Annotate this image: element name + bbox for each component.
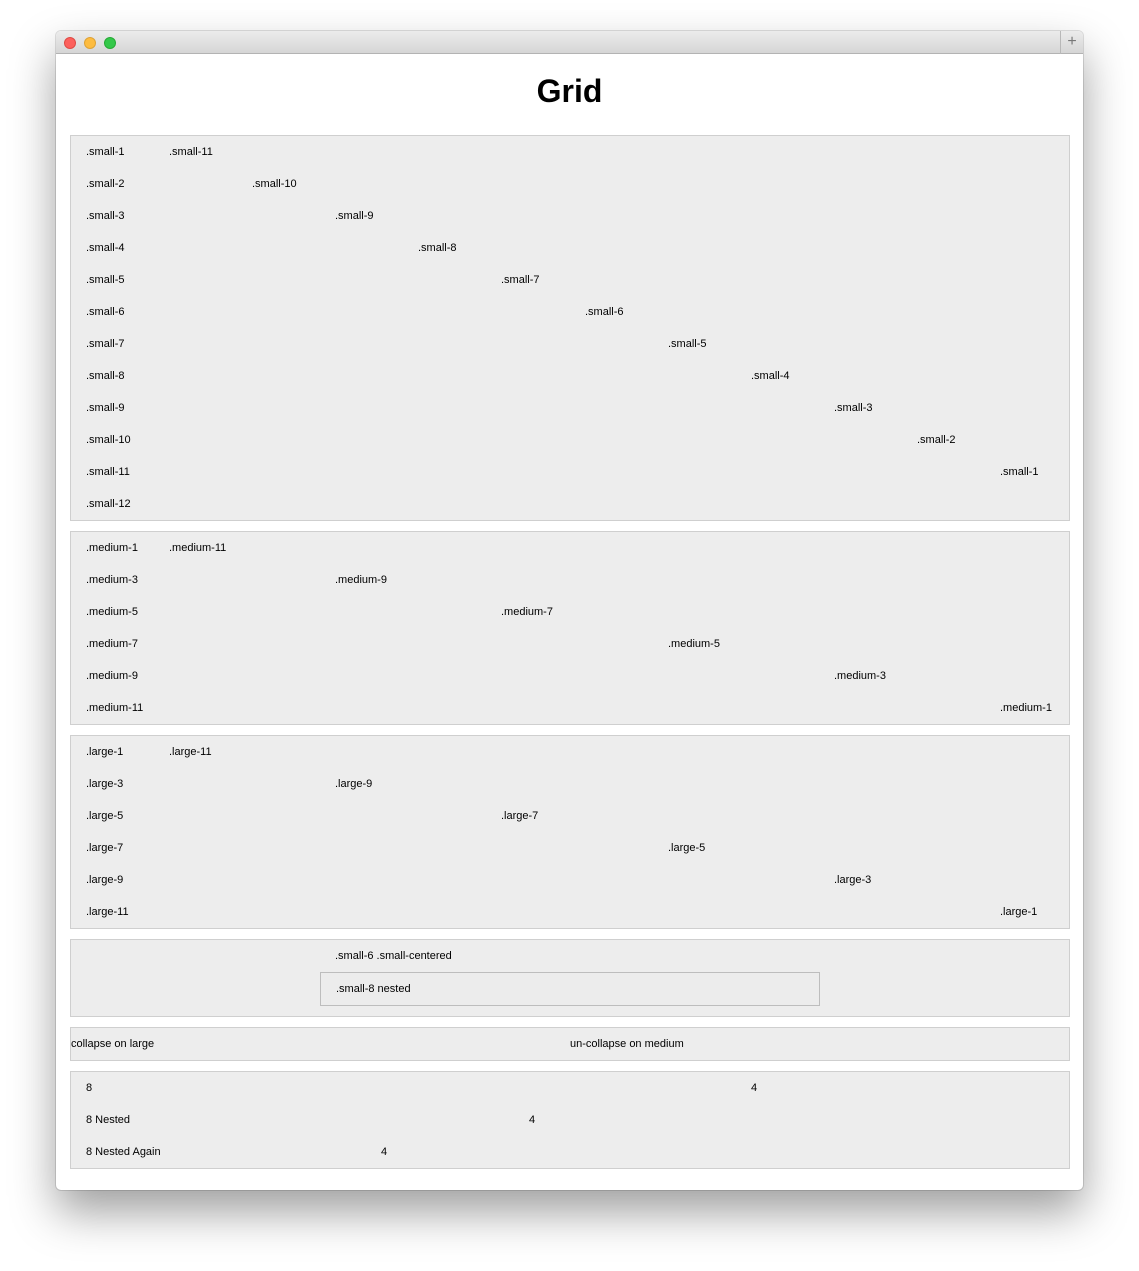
grid-cell-small-1: .small-1 bbox=[1000, 466, 1039, 478]
grid-cell-small-9: .small-9 bbox=[86, 402, 125, 414]
large-grid-section: .large-1 .large-11 .large-3 .large-9 .la… bbox=[70, 735, 1070, 929]
small-grid-section: .small-1 .small-11 .small-2 .small-10 .s… bbox=[70, 135, 1070, 521]
nested-grid-section: 8 4 8 Nested 4 8 Nested Again 4 bbox=[70, 1071, 1070, 1169]
grid-cell-large-3: .large-3 bbox=[86, 778, 124, 790]
grid-cell-medium-9: .medium-9 bbox=[86, 670, 138, 682]
collapse-on-large-cell: collapse on large bbox=[71, 1038, 155, 1050]
grid-cell-large-7: .large-7 bbox=[86, 842, 124, 854]
minimize-window-button[interactable] bbox=[84, 37, 96, 49]
grid-cell-small-5: .small-5 bbox=[86, 274, 125, 286]
zoom-window-button[interactable] bbox=[104, 37, 116, 49]
grid-cell-medium-3: .medium-3 bbox=[834, 670, 886, 682]
grid-cell-small-7: .small-7 bbox=[501, 274, 540, 286]
grid-cell-small-1: .small-1 bbox=[86, 146, 125, 158]
grid-cell-medium-5: .medium-5 bbox=[86, 606, 138, 618]
title-bar: + bbox=[56, 31, 1083, 54]
grid-cell-8: 8 bbox=[86, 1082, 93, 1094]
grid-cell-small-10: .small-10 bbox=[252, 178, 297, 190]
grid-cell-large-9: .large-9 bbox=[86, 874, 124, 886]
grid-cell-medium-5: .medium-5 bbox=[668, 638, 720, 650]
grid-cell-small-4: .small-4 bbox=[751, 370, 790, 382]
grid-cell-medium-11: .medium-11 bbox=[86, 702, 144, 714]
grid-cell-small-7: .small-7 bbox=[86, 338, 125, 350]
grid-cell-small-6-right: .small-6 bbox=[585, 306, 624, 318]
grid-cell-small-11: .small-11 bbox=[86, 466, 130, 478]
grid-cell-4: 4 bbox=[751, 1082, 758, 1094]
medium-grid-section: .medium-1 .medium-11 .medium-3 .medium-9… bbox=[70, 531, 1070, 725]
close-window-button[interactable] bbox=[64, 37, 76, 49]
grid-cell-small-9: .small-9 bbox=[335, 210, 374, 222]
collapse-grid-section: collapse on large un-collapse on medium bbox=[70, 1027, 1070, 1061]
new-tab-button[interactable]: + bbox=[1060, 31, 1083, 54]
grid-cell-small-8-nested: .small-8 nested bbox=[336, 983, 411, 995]
grid-cell-small-8: .small-8 bbox=[418, 242, 457, 254]
nested-grid-box: .small-8 nested bbox=[320, 972, 820, 1006]
grid-cell-large-7: .large-7 bbox=[501, 810, 539, 822]
grid-cell-small-3: .small-3 bbox=[86, 210, 125, 222]
grid-cell-medium-11: .medium-11 bbox=[169, 542, 227, 554]
grid-cell-medium-7: .medium-7 bbox=[86, 638, 138, 650]
grid-cell-large-5: .large-5 bbox=[668, 842, 706, 854]
grid-cell-medium-9: .medium-9 bbox=[335, 574, 387, 586]
page-title: Grid bbox=[536, 73, 603, 109]
grid-cell-medium-3: .medium-3 bbox=[86, 574, 138, 586]
grid-cell-large-11: .large-11 bbox=[86, 906, 129, 918]
grid-cell-small-4: .small-4 bbox=[86, 242, 125, 254]
grid-cell-4-nested-again: 4 bbox=[381, 1146, 388, 1158]
grid-cell-medium-1: .medium-1 bbox=[1000, 702, 1052, 714]
grid-cell-small-centered: .small-6 .small-centered bbox=[335, 950, 452, 962]
grid-cell-large-3: .large-3 bbox=[834, 874, 872, 886]
grid-cell-small-11: .small-11 bbox=[169, 146, 213, 158]
grid-cell-8-nested-again: 8 Nested Again bbox=[86, 1146, 161, 1158]
grid-cell-small-12: .small-12 bbox=[86, 498, 131, 510]
grid-cell-large-1: .large-1 bbox=[1000, 906, 1038, 918]
browser-window: + Grid .small-1 .small-11 .small-2 .smal… bbox=[56, 31, 1083, 1190]
grid-cell-medium-1: .medium-1 bbox=[86, 542, 138, 554]
grid-cell-small-2: .small-2 bbox=[86, 178, 125, 190]
grid-cell-large-9: .large-9 bbox=[335, 778, 373, 790]
grid-cell-small-3: .small-3 bbox=[834, 402, 873, 414]
grid-cell-large-11: .large-11 bbox=[169, 746, 212, 758]
grid-cell-small-10: .small-10 bbox=[86, 434, 131, 446]
grid-cell-large-5: .large-5 bbox=[86, 810, 124, 822]
grid-cell-large-1: .large-1 bbox=[86, 746, 124, 758]
grid-cell-small-2: .small-2 bbox=[917, 434, 956, 446]
grid-cell-medium-7: .medium-7 bbox=[501, 606, 553, 618]
grid-cell-4-nested: 4 bbox=[529, 1114, 536, 1126]
centered-grid-section: .small-6 .small-centered .small-8 nested bbox=[70, 939, 1070, 1017]
grid-cell-8-nested: 8 Nested bbox=[86, 1114, 131, 1126]
grid-cell-small-5: .small-5 bbox=[668, 338, 707, 350]
uncollapse-on-medium-cell: un-collapse on medium bbox=[570, 1038, 684, 1050]
grid-cell-small-8: .small-8 bbox=[86, 370, 125, 382]
grid-cell-small-6-left: .small-6 bbox=[86, 306, 125, 318]
